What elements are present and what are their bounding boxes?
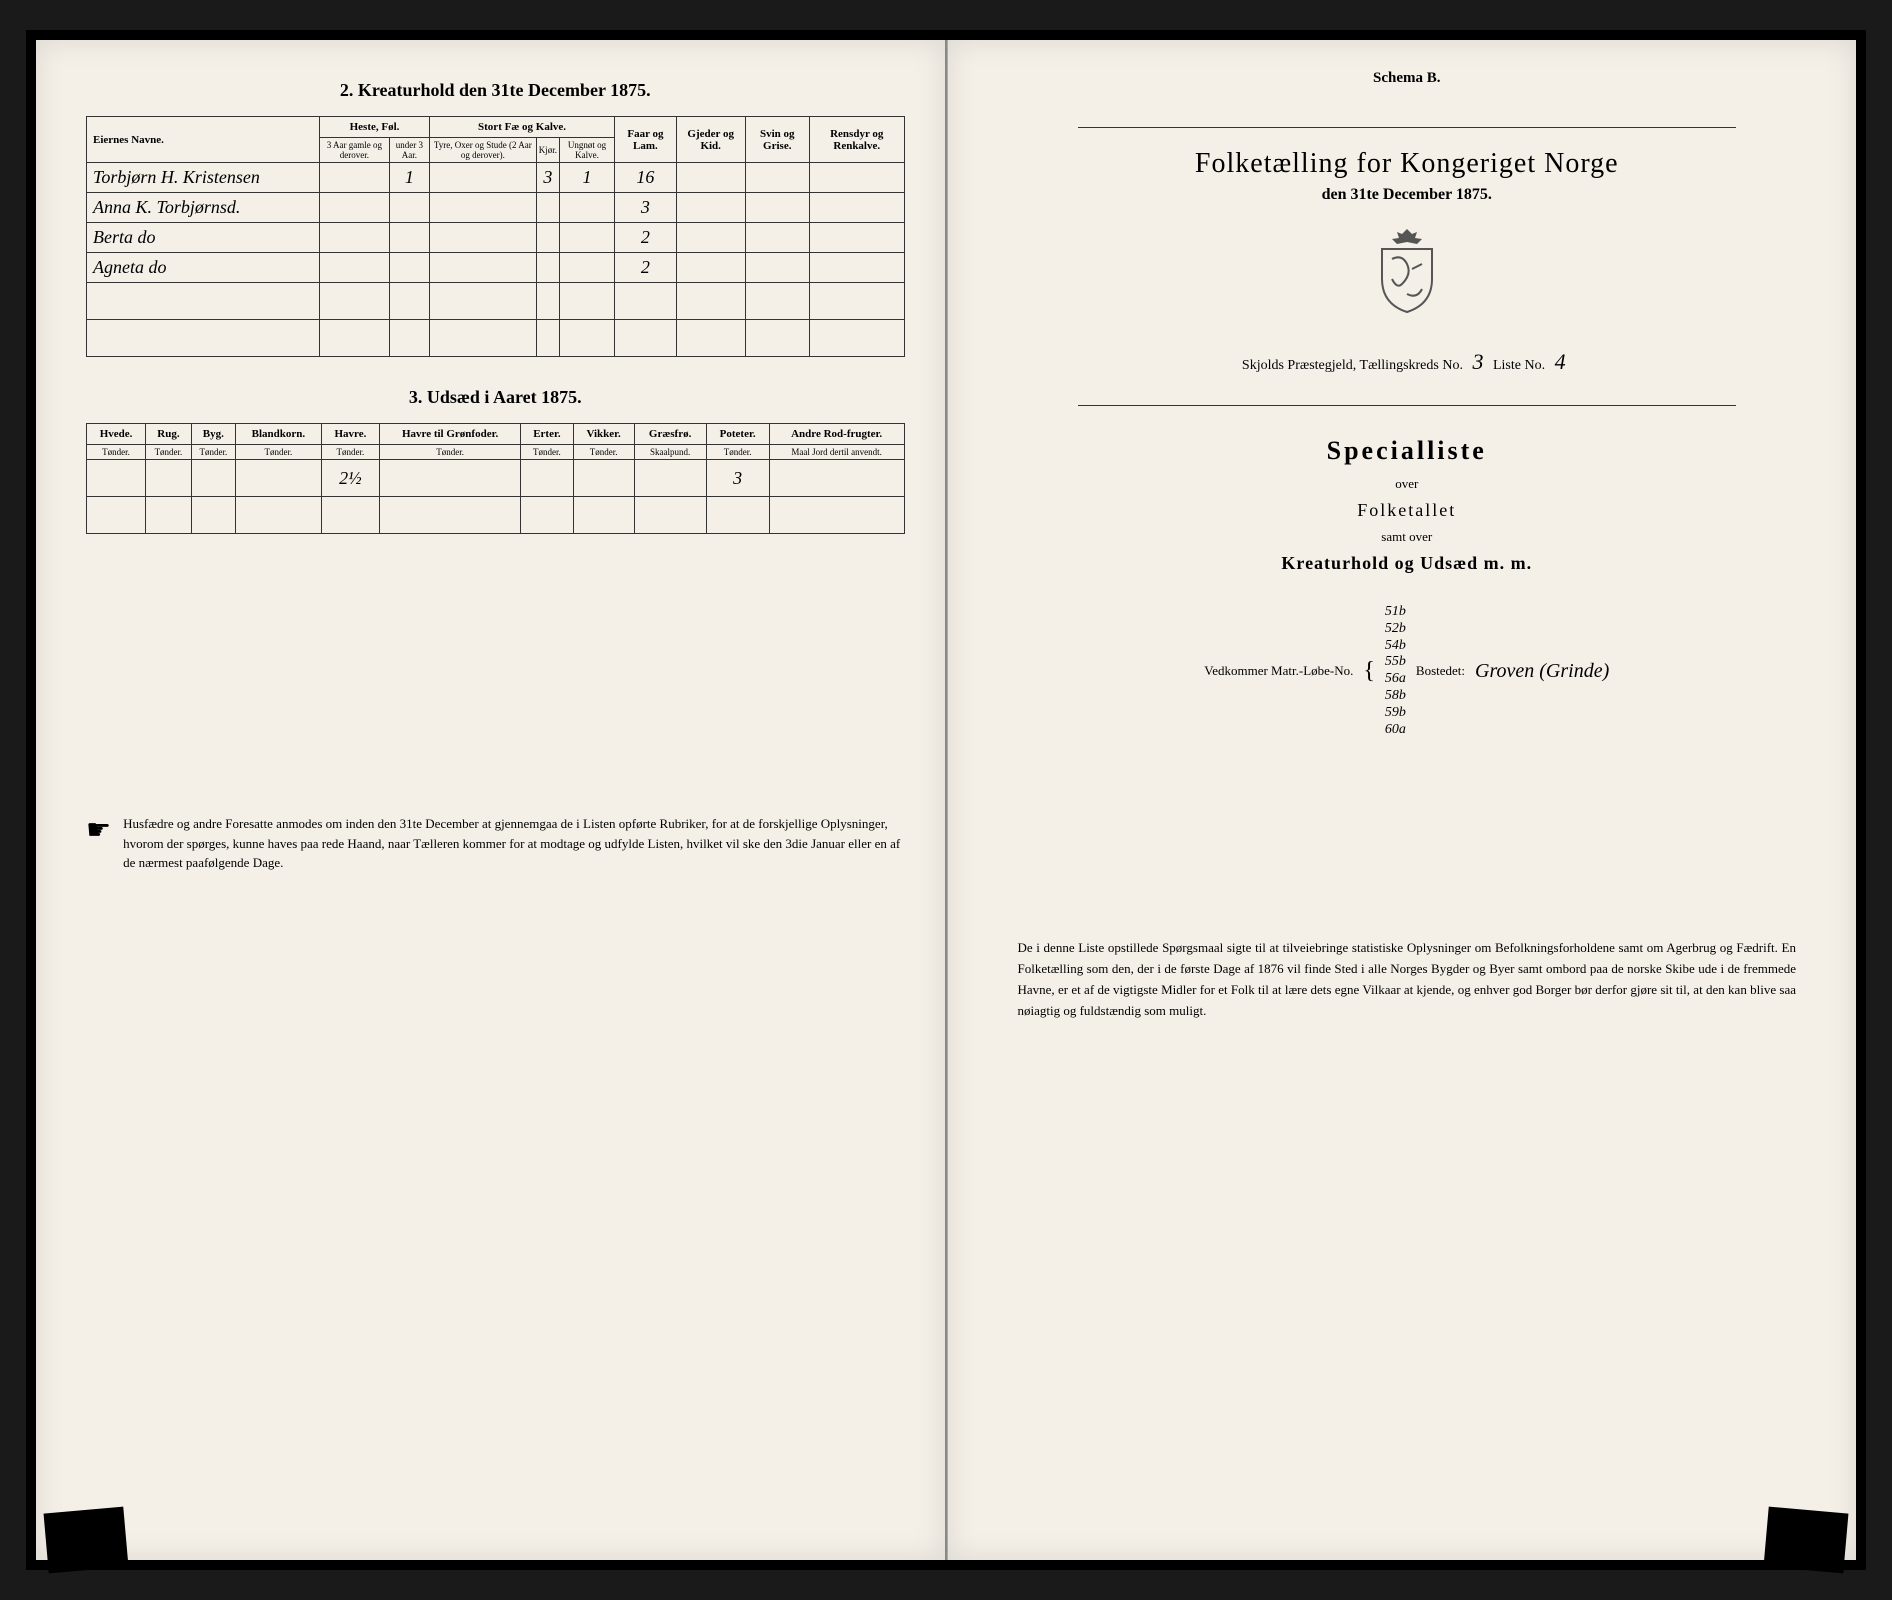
col-heste: Heste, Føl. xyxy=(320,117,430,138)
specialliste-title: Specialliste xyxy=(998,436,1817,466)
section-3-title: 3. Udsæd i Aaret 1875. xyxy=(86,387,905,408)
col-havre-gron: Havre til Grønfoder. xyxy=(379,424,520,445)
col-eier: Eiernes Navne. xyxy=(87,117,320,163)
kreaturhold-table: Eiernes Navne. Heste, Føl. Stort Fæ og K… xyxy=(86,116,905,357)
pointing-hand-icon: ☛ xyxy=(86,810,111,852)
col-blandkorn: Blandkorn. xyxy=(235,424,321,445)
owner-name: Agneta do xyxy=(87,253,320,283)
col-svin: Svin og Grise. xyxy=(745,117,809,163)
table-row: Torbjørn H. Kristensen 1 3 1 16 xyxy=(87,163,905,193)
bostedet-value: Groven (Grinde) xyxy=(1475,660,1609,683)
sub-tyre: Tyre, Oxer og Stude (2 Aar og derover). xyxy=(430,138,537,163)
left-footnote: ☛ Husfædre og andre Foresatte anmodes om… xyxy=(86,814,905,873)
unit-maal: Maal Jord dertil anvendt. xyxy=(769,445,904,460)
val-faar: 3 xyxy=(615,193,677,223)
col-gjeder: Gjeder og Kid. xyxy=(676,117,745,163)
val-poteter: 3 xyxy=(706,460,769,497)
table-row: Anna K. Torbjørnsd. 3 xyxy=(87,193,905,223)
col-stort: Stort Fæ og Kalve. xyxy=(430,117,615,138)
folketallet-label: Folketallet xyxy=(998,500,1817,521)
table-row xyxy=(87,497,905,534)
owner-name: Anna K. Torbjørnsd. xyxy=(87,193,320,223)
vedkommer-label: Vedkommer Matr.-Løbe-No. xyxy=(1204,663,1353,679)
col-byg: Byg. xyxy=(191,424,235,445)
kreds-number: 3 xyxy=(1472,349,1483,374)
unit: Tønder. xyxy=(379,445,520,460)
divider xyxy=(1078,127,1737,128)
udsaed-table: Hvede. Rug. Byg. Blandkorn. Havre. Havre… xyxy=(86,423,905,534)
parish-line: Skjolds Præstegjeld, Tællingskreds No. 3… xyxy=(998,349,1817,375)
section-2-title: 2. Kreaturhold den 31te December 1875. xyxy=(86,80,905,101)
unit: Tønder. xyxy=(321,445,379,460)
unit: Tønder. xyxy=(573,445,634,460)
unit: Tønder. xyxy=(87,445,146,460)
sub-3aar: 3 Aar gamle og derover. xyxy=(320,138,390,163)
table-row: Berta do 2 xyxy=(87,223,905,253)
table-row xyxy=(87,283,905,320)
page-clip xyxy=(1764,1507,1849,1574)
col-havre: Havre. xyxy=(321,424,379,445)
over-label: over xyxy=(998,476,1817,492)
sub-kjor: Kjør. xyxy=(536,138,559,163)
bostedet-label: Bostedet: xyxy=(1416,663,1465,679)
val-faar: 2 xyxy=(615,253,677,283)
census-date: den 31te December 1875. xyxy=(998,186,1817,204)
parish-label: Skjolds Præstegjeld, Tællingskreds No. xyxy=(1242,358,1463,373)
right-footnote: De i denne Liste opstillede Spørgsmaal s… xyxy=(998,938,1817,1021)
col-graesfro: Græsfrø. xyxy=(634,424,706,445)
samt-label: samt over xyxy=(998,529,1817,545)
col-rug: Rug. xyxy=(146,424,192,445)
val-havre: 2½ xyxy=(321,460,379,497)
col-andre: Andre Rod-frugter. xyxy=(769,424,904,445)
book-spread: 2. Kreaturhold den 31te December 1875. E… xyxy=(26,30,1866,1570)
kreatur-label: Kreaturhold og Udsæd m. m. xyxy=(998,553,1817,574)
table-row: Agneta do 2 xyxy=(87,253,905,283)
val-ungnot: 1 xyxy=(559,163,614,193)
col-poteter: Poteter. xyxy=(706,424,769,445)
right-page: Schema B. Folketælling for Kongeriget No… xyxy=(947,40,1857,1560)
coat-of-arms-icon xyxy=(998,224,1817,319)
unit: Tønder. xyxy=(146,445,192,460)
table-row xyxy=(87,320,905,357)
unit: Tønder. xyxy=(191,445,235,460)
unit: Tønder. xyxy=(706,445,769,460)
footnote-text: Husfædre og andre Foresatte anmodes om i… xyxy=(123,814,904,873)
col-hvede: Hvede. xyxy=(87,424,146,445)
val-under3: 1 xyxy=(389,163,429,193)
lobe-numbers: 51b 52b 54b 55b 56a 58b 59b 60a xyxy=(1385,604,1406,738)
vedkommer-line: Vedkommer Matr.-Løbe-No. { 51b 52b 54b 5… xyxy=(998,604,1817,738)
val-faar: 16 xyxy=(615,163,677,193)
unit: Tønder. xyxy=(521,445,573,460)
schema-label: Schema B. xyxy=(998,70,1817,87)
col-erter: Erter. xyxy=(521,424,573,445)
val-faar: 2 xyxy=(615,223,677,253)
page-clip xyxy=(44,1507,129,1574)
unit-skaal: Skaalpund. xyxy=(634,445,706,460)
table-row: 2½ 3 xyxy=(87,460,905,497)
divider xyxy=(1078,405,1737,406)
liste-label: Liste No. xyxy=(1493,358,1545,373)
owner-name: Berta do xyxy=(87,223,320,253)
unit: Tønder. xyxy=(235,445,321,460)
main-title: Folketælling for Kongeriget Norge xyxy=(998,148,1817,180)
left-page: 2. Kreaturhold den 31te December 1875. E… xyxy=(36,40,947,1560)
owner-name: Torbjørn H. Kristensen xyxy=(87,163,320,193)
col-rensdyr: Rensdyr og Renkalve. xyxy=(810,117,905,163)
sub-under3: under 3 Aar. xyxy=(389,138,429,163)
col-vikker: Vikker. xyxy=(573,424,634,445)
val-kjor: 3 xyxy=(536,163,559,193)
liste-number: 4 xyxy=(1555,349,1566,374)
sub-ungnot: Ungnøt og Kalve. xyxy=(559,138,614,163)
col-faar: Faar og Lam. xyxy=(615,117,677,163)
